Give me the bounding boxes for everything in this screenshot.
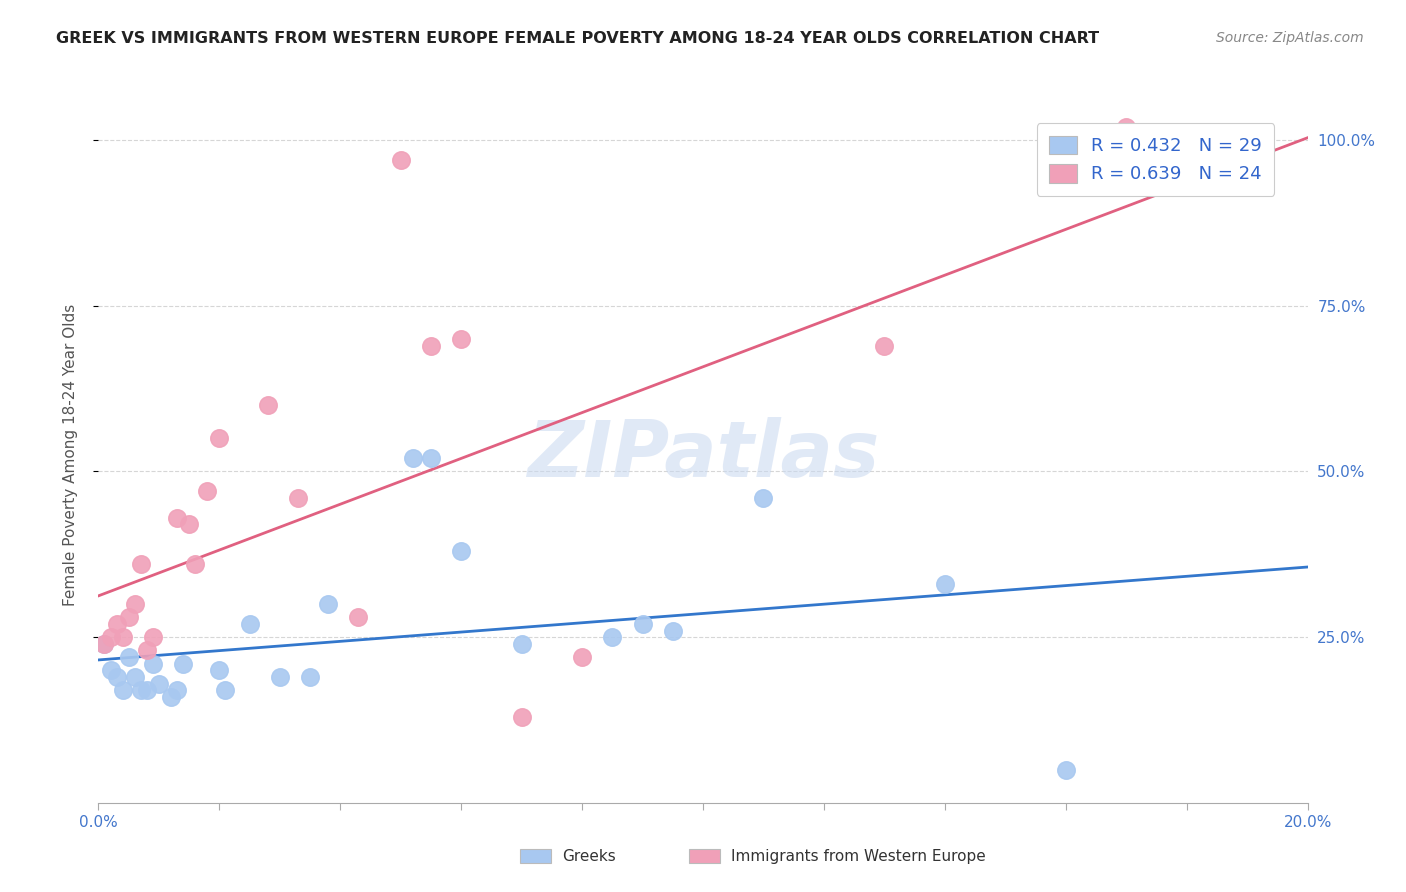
Point bbox=[402, 451, 425, 466]
Point bbox=[179, 517, 201, 532]
Point bbox=[195, 484, 218, 499]
Point bbox=[142, 630, 165, 644]
Point bbox=[166, 511, 188, 525]
Point bbox=[118, 650, 141, 665]
Point bbox=[172, 657, 194, 671]
Point bbox=[129, 683, 152, 698]
Point bbox=[662, 624, 685, 638]
Point bbox=[111, 630, 134, 644]
Text: Immigrants from Western Europe: Immigrants from Western Europe bbox=[731, 849, 986, 863]
Point bbox=[124, 597, 146, 611]
Point bbox=[631, 616, 654, 631]
Y-axis label: Female Poverty Among 18-24 Year Olds: Female Poverty Among 18-24 Year Olds bbox=[63, 304, 77, 606]
Point bbox=[239, 616, 262, 631]
Point bbox=[316, 597, 339, 611]
Point bbox=[124, 670, 146, 684]
Point bbox=[148, 676, 170, 690]
Point bbox=[208, 431, 231, 445]
Point bbox=[1054, 763, 1077, 777]
Point bbox=[118, 610, 141, 624]
Point bbox=[93, 637, 115, 651]
Point bbox=[347, 610, 370, 624]
Point bbox=[135, 643, 157, 657]
Point bbox=[135, 683, 157, 698]
Point bbox=[510, 637, 533, 651]
Point bbox=[934, 577, 956, 591]
Point bbox=[752, 491, 775, 505]
Point bbox=[214, 683, 236, 698]
Point bbox=[105, 616, 128, 631]
Point bbox=[100, 630, 122, 644]
Point bbox=[510, 709, 533, 723]
Point bbox=[571, 650, 593, 665]
Point bbox=[184, 558, 207, 572]
Point bbox=[269, 670, 291, 684]
Point bbox=[256, 398, 278, 412]
Point bbox=[93, 637, 115, 651]
Text: GREEK VS IMMIGRANTS FROM WESTERN EUROPE FEMALE POVERTY AMONG 18-24 YEAR OLDS COR: GREEK VS IMMIGRANTS FROM WESTERN EUROPE … bbox=[56, 31, 1099, 46]
Point bbox=[450, 544, 472, 558]
Point bbox=[389, 153, 412, 167]
Point bbox=[420, 338, 443, 352]
Point bbox=[100, 663, 122, 677]
Point bbox=[129, 558, 152, 572]
Point bbox=[420, 451, 443, 466]
Point bbox=[142, 657, 165, 671]
Point bbox=[166, 683, 188, 698]
Point bbox=[111, 683, 134, 698]
Point bbox=[602, 630, 624, 644]
Point bbox=[160, 690, 183, 704]
Point bbox=[287, 491, 309, 505]
Legend: R = 0.432   N = 29, R = 0.639   N = 24: R = 0.432 N = 29, R = 0.639 N = 24 bbox=[1036, 123, 1274, 196]
Text: Greeks: Greeks bbox=[562, 849, 616, 863]
Text: ZIPatlas: ZIPatlas bbox=[527, 417, 879, 493]
Point bbox=[450, 332, 472, 346]
Point bbox=[1115, 120, 1137, 134]
Point bbox=[299, 670, 322, 684]
Text: Source: ZipAtlas.com: Source: ZipAtlas.com bbox=[1216, 31, 1364, 45]
Point bbox=[873, 338, 896, 352]
Point bbox=[208, 663, 231, 677]
Point bbox=[105, 670, 128, 684]
